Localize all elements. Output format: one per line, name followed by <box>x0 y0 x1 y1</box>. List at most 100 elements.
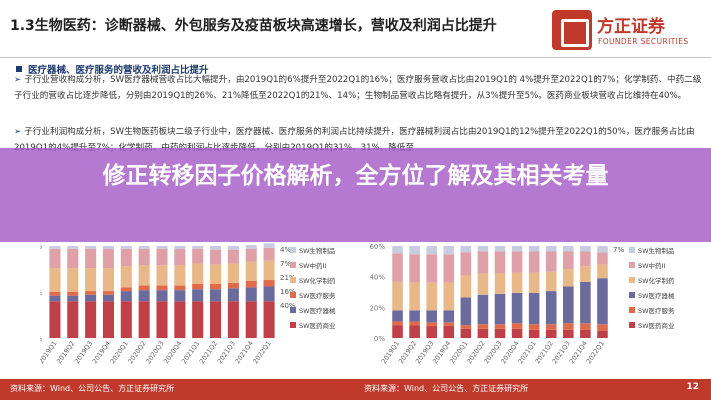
bar-segment <box>409 325 420 338</box>
bar-segment <box>210 283 222 290</box>
bar-segment <box>245 261 257 281</box>
bar-segment <box>210 246 222 250</box>
bar-segment <box>174 248 186 266</box>
bar-segment <box>138 265 150 286</box>
bar-segment <box>426 322 437 327</box>
bar-segment <box>120 266 132 288</box>
bar-segment <box>545 251 557 272</box>
bar-segment <box>210 301 222 338</box>
y-tick-label: 0% <box>374 335 385 343</box>
bar-segment <box>460 246 472 253</box>
bar-segment <box>409 310 420 322</box>
bar-segment <box>477 324 489 329</box>
bar-segment <box>174 246 186 249</box>
bar-segment <box>545 324 557 330</box>
bar-segment <box>227 246 239 250</box>
profit-chart: 60% 40% 20% 0% 2019Q1 2019Q2 2019Q3 2019Q4 2020Q… <box>365 242 705 372</box>
bar-segment <box>460 252 472 276</box>
bar-segment <box>477 246 489 252</box>
legend-label: SW医疗服务 <box>299 291 336 300</box>
bar-segment <box>443 310 455 323</box>
legend-swatch <box>290 277 296 283</box>
bar-segment <box>49 246 61 249</box>
bar-segment <box>174 290 186 302</box>
bar-segment <box>192 248 204 264</box>
bar-segment <box>597 324 608 331</box>
bar-segment <box>443 282 455 311</box>
bar-segment <box>156 290 168 302</box>
footer-bar: 资料来源：Wind、公司公告、方正证券研究所 资料来源：Wind、公司公告、方正… <box>0 379 711 400</box>
bar-segment <box>138 246 150 249</box>
bar-segment <box>392 325 403 338</box>
legend-swatch <box>629 307 635 313</box>
bar-segment <box>511 292 523 324</box>
bar-segment <box>67 248 79 269</box>
page-number: 12 <box>686 382 699 392</box>
bar-segment <box>580 266 591 282</box>
bullet-revenue: ➢ 子行业营收构成分析，SW医疗器械营收占比大幅提升，由2019Q1的6%提升至2… <box>14 72 704 104</box>
bar-segment <box>85 301 97 338</box>
bar-segment <box>409 246 420 255</box>
bar-segment <box>263 243 275 248</box>
bar-segment <box>120 287 132 292</box>
bar-segment <box>192 283 204 290</box>
bar-segment <box>580 251 591 267</box>
brand-logo: 方正证券 FOUNDER SECURITIES <box>552 10 702 54</box>
x-tick-label: 2022Q1 <box>251 340 272 366</box>
bar-segment <box>545 291 557 325</box>
bar-segment <box>494 324 506 329</box>
bar-segment <box>174 301 186 338</box>
bar-segment <box>245 287 257 302</box>
brand-mark-icon <box>552 10 592 50</box>
profit-chart-svg: 60%40%20%0%2019Q12019Q22019Q32019Q42020Q… <box>369 243 675 365</box>
bar-segment <box>477 328 489 338</box>
bar-segment <box>245 280 257 288</box>
bar-segment <box>528 272 540 293</box>
legend-swatch <box>629 247 635 253</box>
brand-name-cn: 方正证券 <box>597 17 665 37</box>
bar-segment <box>67 268 79 292</box>
bar-segment <box>156 248 168 266</box>
legend-swatch <box>290 292 296 298</box>
bar-segment <box>477 273 489 295</box>
bar-segment <box>511 251 523 273</box>
legend-label: SW医药商业 <box>638 321 675 330</box>
bar-segment <box>156 285 168 291</box>
bar-segment <box>477 251 489 274</box>
bar-segment <box>85 268 97 292</box>
y-tick-label: 20% <box>369 304 385 312</box>
bar-segment <box>443 326 455 338</box>
bar-segment <box>528 292 540 325</box>
bar-segment <box>426 310 437 323</box>
legend-swatch <box>290 262 296 268</box>
bar-segment <box>426 326 437 338</box>
bar-segment <box>156 301 168 338</box>
bar-segment <box>210 289 222 302</box>
revenue-chart: 40%20%0%2019Q12019Q22019Q32019Q42020Q120… <box>26 242 350 372</box>
bar-segment <box>460 325 472 329</box>
legend-label: SW生物制品 <box>299 246 336 255</box>
bar-segment <box>263 301 275 338</box>
page-title: 1.3生物医药：诊断器械、外包服务及疫苗板块高速增长，营收及利润占比提升 <box>10 18 497 34</box>
bar-segment <box>49 295 61 302</box>
footer-source-left: 资料来源：Wind、公司公告、方正证券研究所 <box>10 384 175 393</box>
legend-swatch <box>629 277 635 283</box>
legend-label: SW中药II <box>638 261 665 270</box>
bar-segment <box>563 323 574 330</box>
legend-swatch <box>290 322 296 328</box>
bar-segment <box>263 260 275 281</box>
bar-segment <box>49 292 61 296</box>
bar-segment <box>443 254 455 283</box>
bar-segment <box>443 246 455 255</box>
legend-label: SW中药II <box>299 261 326 270</box>
bar-segment <box>192 301 204 338</box>
bar-segment <box>392 253 403 282</box>
bar-segment <box>227 249 239 264</box>
bar-segment <box>580 246 591 252</box>
legend-label: SW医疗器械 <box>638 291 675 300</box>
legend-label: SW医药商业 <box>299 321 336 330</box>
bar-segment <box>120 248 132 267</box>
bar-segment <box>460 328 472 338</box>
bar-segment <box>174 285 186 291</box>
bar-segment <box>528 324 540 330</box>
